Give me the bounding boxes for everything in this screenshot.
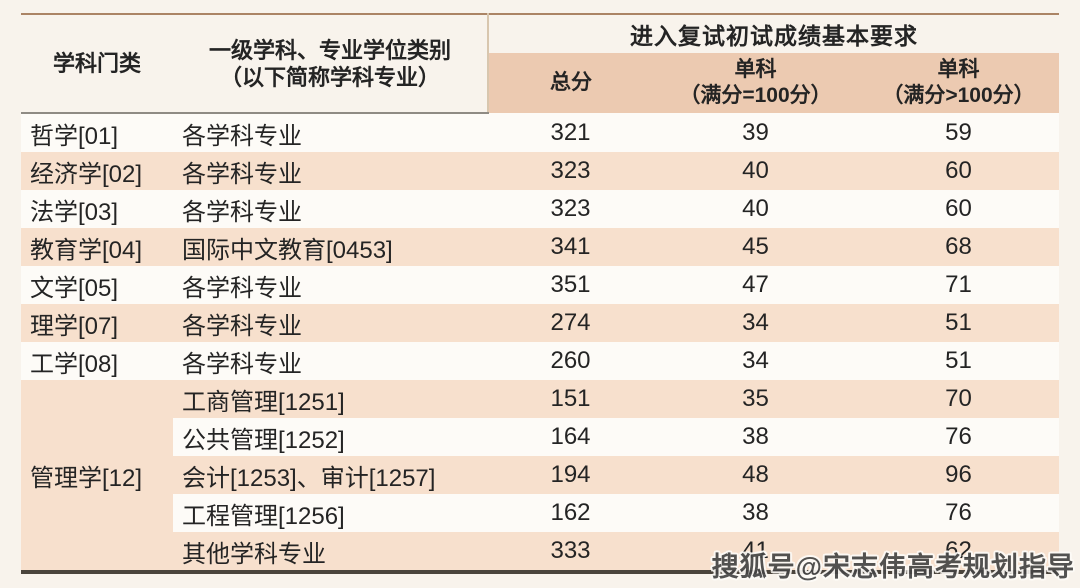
program-cell: 各学科专业: [173, 113, 488, 152]
single-eq100-cell: 40: [653, 190, 858, 228]
column-header-category: 学科门类: [21, 14, 173, 114]
single-eq100-cell: 47: [653, 266, 858, 304]
table-row: 法学[03] 各学科专业 323 40 60: [21, 190, 1060, 228]
program-cell: 各学科专业: [173, 152, 488, 190]
table-row: 文学[05] 各学科专业 351 47 71: [21, 266, 1060, 304]
total-cell: 164: [488, 418, 653, 456]
single-eq100-cell: 48: [653, 456, 858, 494]
table-row: 经济学[02] 各学科专业 323 40 60: [21, 152, 1060, 190]
column-header-total-label: 总分: [550, 71, 592, 94]
single-eq100-cell: 38: [653, 494, 858, 532]
total-cell: 333: [488, 532, 653, 572]
column-header-program-line1: 一级学科、专业学位类别: [208, 37, 451, 63]
column-header-program: 一级学科、专业学位类别 （以下简称学科专业）: [173, 14, 489, 114]
program-cell: 公共管理[1252]: [173, 418, 488, 456]
sohu-watermark: 搜狐号@宋志伟高考规划指导: [711, 552, 1075, 582]
category-cell: 工学[08]: [21, 342, 173, 380]
table-row: 理学[07] 各学科专业 274 34 51: [21, 304, 1060, 342]
category-cell: 文学[05]: [21, 266, 173, 304]
single-gt100-cell: 76: [858, 418, 1060, 456]
column-header-category-label: 学科门类: [52, 51, 141, 76]
program-cell: 各学科专业: [173, 342, 488, 380]
header-row-sub: 总分 单科 （满分=100分） 单科 （满分>100分）: [21, 53, 1060, 113]
single-gt100-cell: 60: [858, 152, 1060, 190]
program-cell: 工程管理[1256]: [173, 494, 488, 532]
single-gt100-cell: 96: [858, 456, 1060, 494]
single-gt100-cell: 68: [858, 228, 1060, 266]
total-cell: 341: [488, 228, 653, 266]
single-gt100-line2: （满分>100分）: [882, 84, 1035, 107]
category-cell: 哲学[01]: [21, 113, 173, 152]
table-row: 其他学科专业 333 41 62: [21, 532, 1060, 572]
single-eq100-cell: 35: [653, 380, 858, 418]
single-eq100-cell: 41: [653, 532, 858, 572]
single-eq100-cell: 34: [653, 342, 858, 380]
total-cell: 260: [488, 342, 653, 380]
total-cell: 351: [488, 266, 653, 304]
program-cell: 工商管理[1251]: [173, 380, 488, 418]
category-cell: 法学[03]: [21, 190, 173, 228]
score-requirements-table: 学科门类 一级学科、专业学位类别 （以下简称学科专业） 进入复试初试成绩基本要求…: [21, 13, 1060, 574]
single-eq100-line2: （满分=100分）: [679, 84, 832, 107]
single-gt100-line1: 单科: [937, 58, 980, 81]
single-eq100-cell: 45: [653, 228, 858, 266]
single-gt100-cell: 76: [858, 494, 1060, 532]
program-cell: 会计[1253]、审计[1257]: [173, 456, 488, 494]
category-cell: 经济学[02]: [21, 152, 173, 190]
category-cell: 理学[07]: [21, 304, 173, 342]
program-cell: 各学科专业: [173, 266, 488, 304]
single-gt100-cell: 59: [858, 113, 1060, 152]
total-cell: 162: [488, 494, 653, 532]
total-cell: 274: [488, 304, 653, 342]
table-row: 管理学[12] 工商管理[1251] 151 35 70: [21, 380, 1060, 572]
requirements-header-label: 进入复试初试成绩基本要求: [630, 23, 918, 49]
program-cell: 各学科专业: [173, 304, 488, 342]
table-row: 工学[08] 各学科专业 260 34 51: [21, 342, 1060, 380]
table-row: 公共管理[1252] 164 38 76: [21, 418, 1060, 456]
single-gt100-cell: 62: [858, 532, 1060, 572]
single-gt100-cell: 60: [858, 190, 1060, 228]
single-gt100-cell: 51: [858, 304, 1060, 342]
category-cell-management-group: 管理学[12]: [21, 380, 173, 572]
column-header-program-line2: （以下简称学科专业）: [219, 64, 440, 90]
single-eq100-cell: 38: [653, 418, 858, 456]
total-cell: 323: [488, 152, 653, 190]
total-cell: 321: [488, 113, 653, 152]
single-gt100-cell: 71: [858, 266, 1060, 304]
column-header-total: 总分: [488, 53, 653, 113]
program-cell: 国际中文教育[0453]: [173, 228, 488, 266]
total-cell: 323: [488, 190, 653, 228]
requirements-header: 进入复试初试成绩基本要求: [488, 14, 1060, 53]
single-eq100-cell: 34: [653, 304, 858, 342]
category-cell: 教育学[04]: [21, 228, 173, 266]
column-header-single-gt100: 单科 （满分>100分）: [858, 53, 1060, 113]
single-eq100-cell: 39: [653, 113, 858, 152]
single-gt100-cell: 51: [858, 342, 1060, 380]
total-cell: 151: [488, 380, 653, 418]
table-row: 教育学[04] 国际中文教育[0453] 341 45 68: [21, 228, 1060, 266]
table-row: 哲学[01] 各学科专业 321 39 59: [21, 113, 1060, 152]
single-gt100-cell: 70: [858, 380, 1060, 418]
header-row-top: 学科门类 一级学科、专业学位类别 （以下简称学科专业） 进入复试初试成绩基本要求: [21, 14, 1060, 114]
table-row: 会计[1253]、审计[1257] 194 48 96: [21, 456, 1060, 494]
program-cell: 其他学科专业: [173, 532, 488, 572]
program-cell: 各学科专业: [173, 190, 488, 228]
score-requirements-table-wrap: 学科门类 一级学科、专业学位类别 （以下简称学科专业） 进入复试初试成绩基本要求…: [21, 13, 1060, 574]
column-header-single-eq100: 单科 （满分=100分）: [653, 53, 858, 113]
single-eq100-cell: 40: [653, 152, 858, 190]
table-row: 工程管理[1256] 162 38 76: [21, 494, 1060, 532]
total-cell: 194: [488, 456, 653, 494]
single-eq100-line1: 单科: [734, 58, 777, 81]
